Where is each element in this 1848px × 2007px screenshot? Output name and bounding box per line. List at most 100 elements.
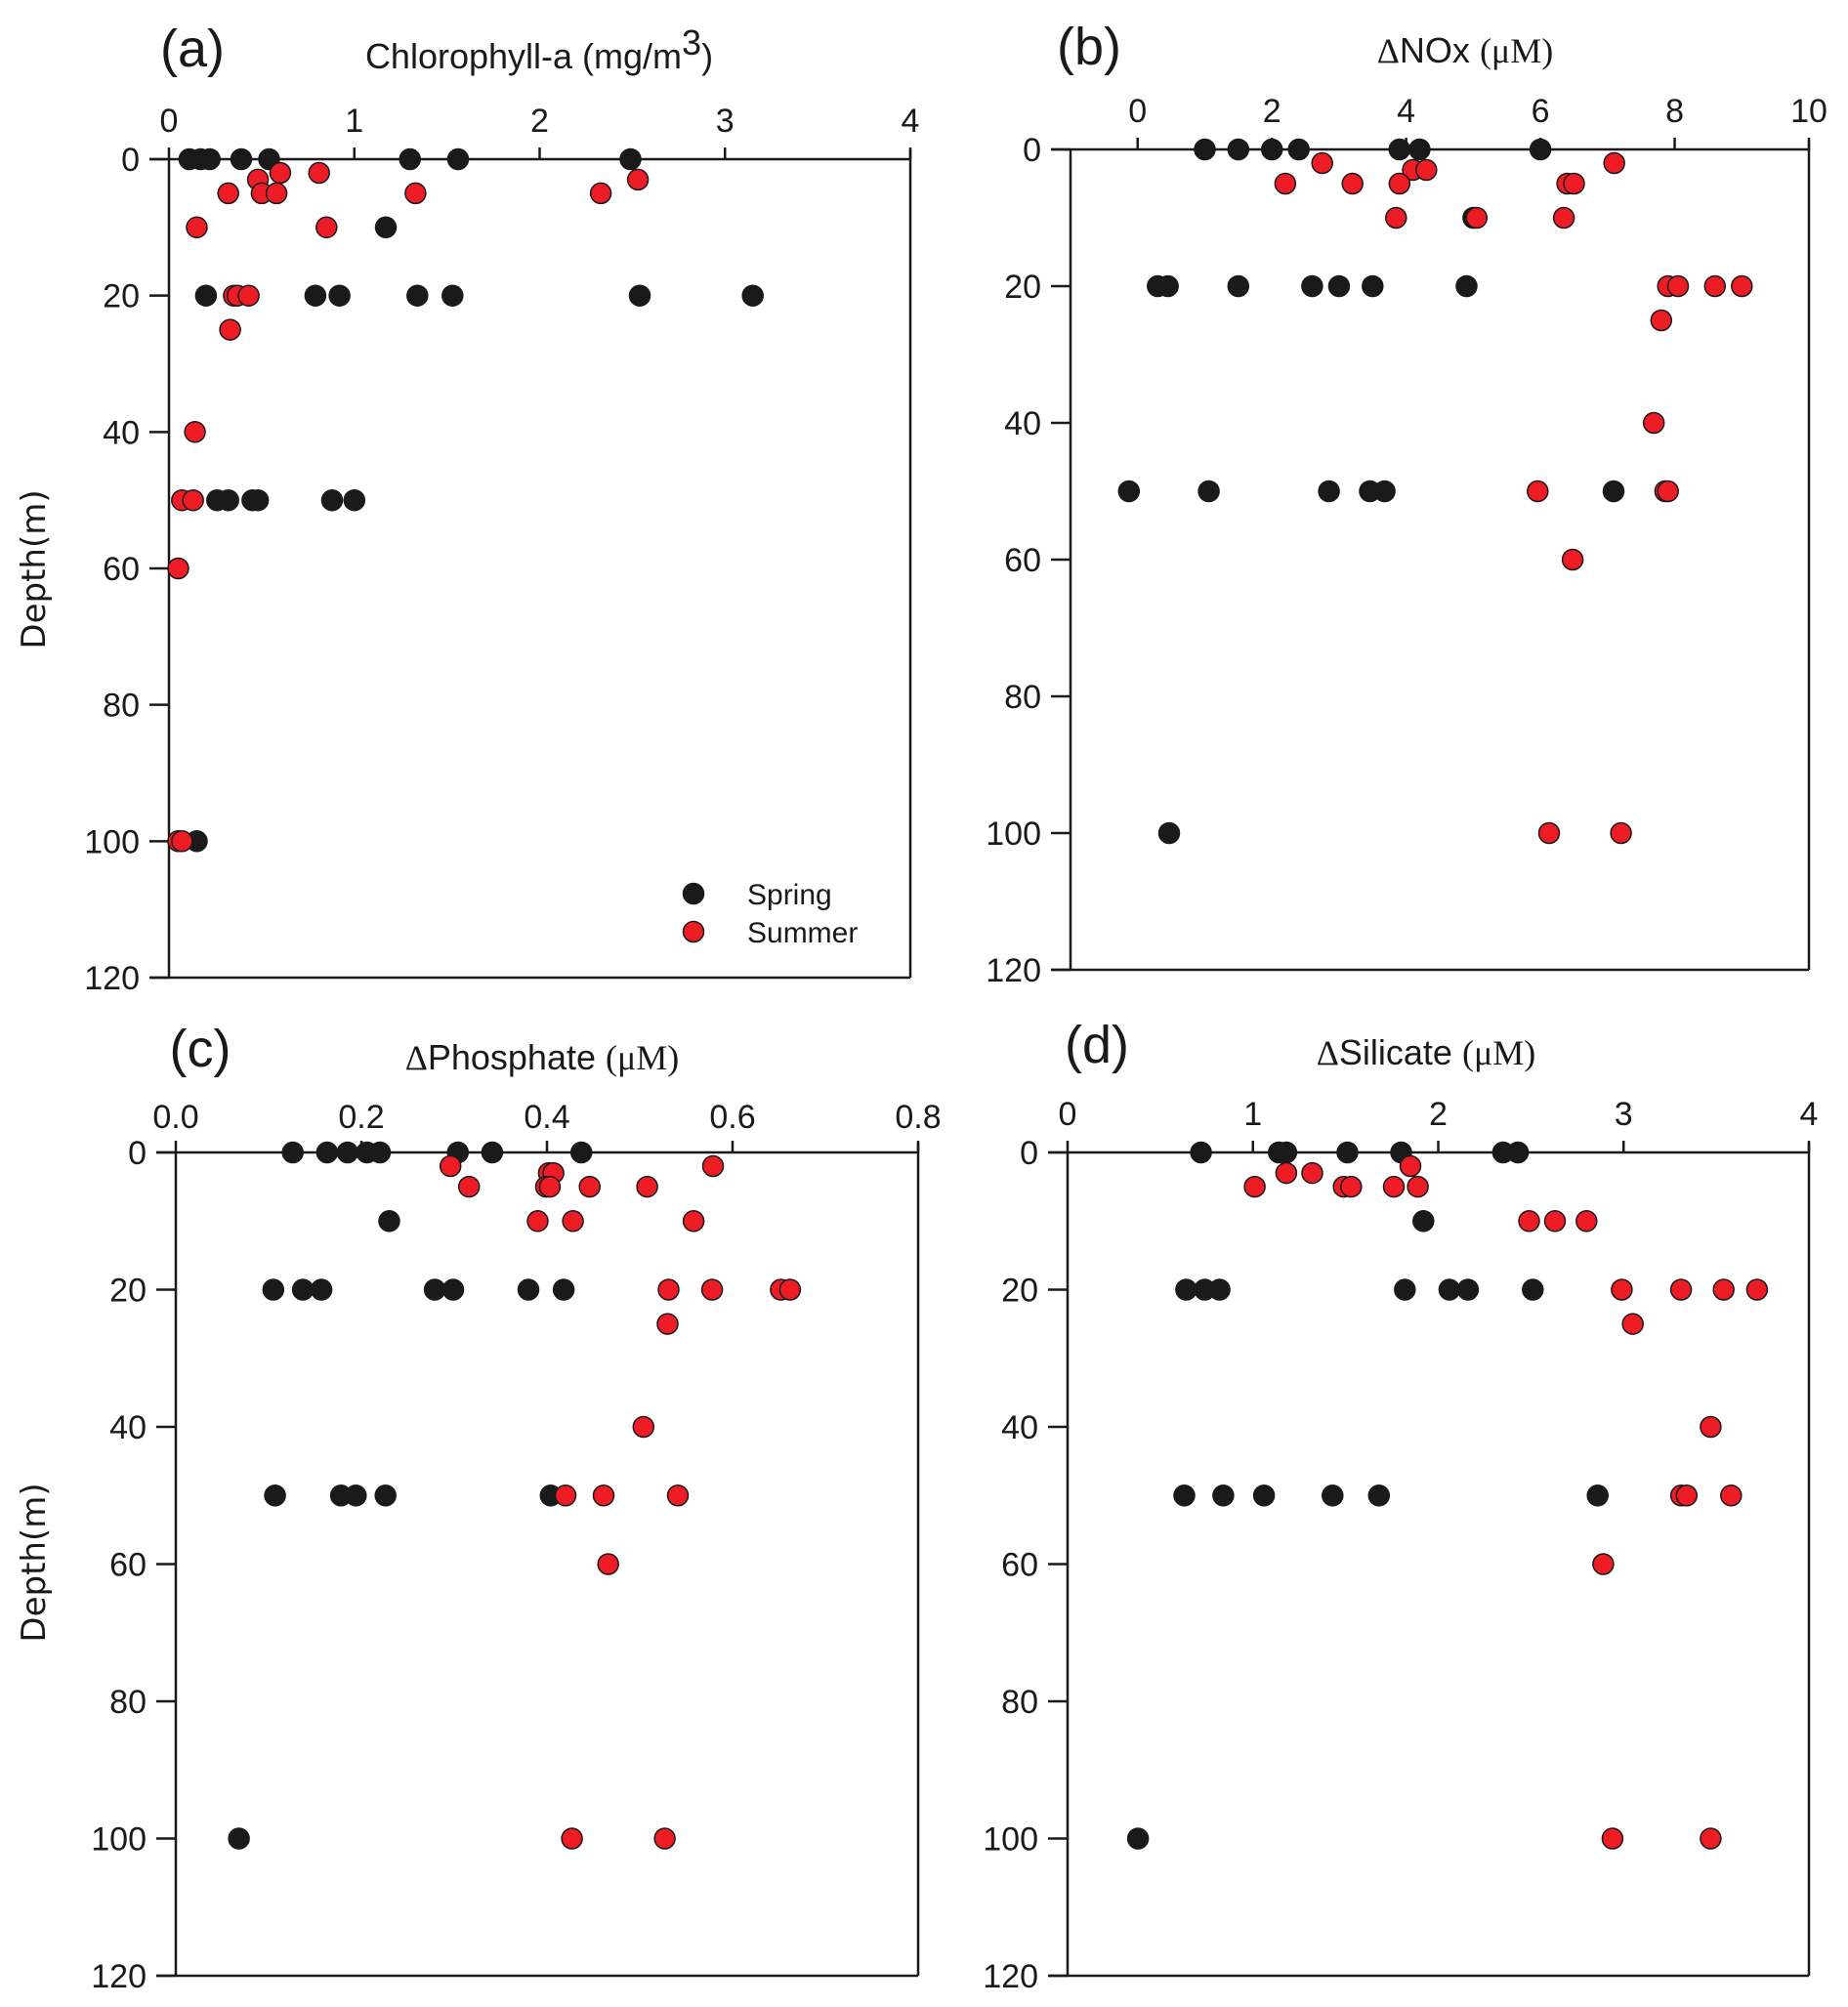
spring-point	[320, 488, 344, 512]
summer-point	[457, 1175, 481, 1198]
delta-symbol: Δ	[1377, 31, 1400, 70]
spring-point	[374, 1484, 397, 1507]
summer-point	[439, 1154, 462, 1178]
summer-point	[538, 1175, 562, 1198]
spring-point	[406, 284, 429, 307]
y-tick-label: 120	[84, 960, 140, 997]
summer-point	[1610, 821, 1632, 845]
summer-point	[1603, 151, 1625, 175]
axis-title: ΔSilicate (μM)	[1317, 1032, 1536, 1072]
summer-point	[184, 421, 206, 443]
series-spring	[1117, 138, 1625, 845]
spring-point	[264, 1484, 286, 1507]
summer-point	[1341, 172, 1364, 195]
spring-point	[569, 1141, 593, 1164]
spring-point	[446, 147, 470, 171]
y-tick-label: 20	[1001, 1273, 1038, 1310]
x-tick-label: 3	[716, 103, 735, 140]
y-tick-label: 60	[1001, 1547, 1038, 1584]
axis-title: ΔNOx (μM)	[1377, 30, 1553, 70]
spring-point	[262, 1278, 285, 1301]
spring-point	[1227, 138, 1250, 161]
spring-point	[1126, 1827, 1150, 1850]
spring-point	[1157, 821, 1181, 845]
legend-label-summer: Summer	[747, 917, 858, 949]
summer-point	[237, 284, 260, 307]
summer-point	[1561, 548, 1584, 571]
spring-point	[628, 284, 651, 307]
panel-label: (c)	[170, 1020, 231, 1078]
summer-point	[682, 1210, 705, 1233]
y-axis-label: Depth(m)	[15, 489, 54, 648]
x-tick-label: 0	[1128, 93, 1147, 130]
summer-point	[171, 830, 193, 853]
spring-point	[1194, 138, 1216, 161]
summer-point	[561, 1827, 583, 1850]
summer-point	[1399, 1154, 1422, 1178]
spring-point	[1156, 274, 1179, 298]
y-tick-label: 40	[103, 414, 140, 451]
panel-c: 0.0 0.2 0.4 0.6 0.8 0 20 40 60 80 100 120 (c) ΔPhosph…	[15, 1020, 942, 1995]
summer-point	[1700, 1827, 1722, 1850]
spring-point	[345, 1484, 367, 1507]
spring-point	[315, 1141, 339, 1164]
y-tick-label: 60	[109, 1547, 147, 1584]
y-axis-label: Depth(m)	[15, 1483, 54, 1642]
title-unit: (μM)	[606, 1038, 679, 1077]
title-text: NOx	[1400, 30, 1480, 70]
panel-label: (d)	[1065, 1016, 1129, 1074]
summer-point	[1669, 1278, 1693, 1301]
spring-point	[378, 1210, 400, 1233]
y-tick-label: 0	[1020, 1135, 1038, 1172]
y-tick-label: 100	[983, 1821, 1038, 1859]
summer-point	[315, 216, 338, 239]
summer-point	[656, 1313, 679, 1335]
spring-point	[1456, 1278, 1480, 1301]
spring-point	[1394, 1278, 1416, 1301]
y-tick-label: 60	[103, 551, 140, 588]
axis-title: ΔPhosphate (μM)	[405, 1037, 680, 1077]
spring-point	[481, 1141, 504, 1164]
y-tick-label: 20	[1004, 269, 1041, 306]
summer-point	[1642, 411, 1665, 435]
spring-point	[230, 147, 253, 171]
summer-point	[1745, 1278, 1769, 1301]
y-tick-label: 40	[1004, 405, 1041, 442]
spring-point	[343, 488, 366, 512]
summer-point	[562, 1210, 584, 1233]
spring-point	[228, 1827, 250, 1850]
spring-point	[1190, 1141, 1212, 1164]
summer-point	[1621, 1313, 1644, 1335]
spring-point	[1529, 138, 1552, 161]
x-tick-label: 0	[1059, 1096, 1077, 1133]
y-tick-label: 60	[1004, 542, 1041, 579]
y-tick-label: 120	[986, 952, 1041, 989]
summer-point	[1611, 1278, 1633, 1301]
legend: Spring Summer	[682, 879, 858, 949]
y-tick-label: 80	[1001, 1684, 1038, 1721]
spring-point	[1173, 1484, 1196, 1507]
summer-point	[1657, 480, 1679, 503]
summer-point	[1537, 821, 1561, 845]
summer-point	[1385, 206, 1407, 230]
spring-point	[741, 284, 764, 307]
x-tick-label: 3	[1615, 1096, 1633, 1133]
x-tick-label: 4	[902, 103, 920, 140]
y-tick-label: 80	[103, 688, 140, 725]
spring-point	[194, 284, 218, 307]
summer-point	[597, 1553, 619, 1575]
x-tick-label: 6	[1532, 93, 1550, 130]
summer-point	[526, 1210, 549, 1233]
summer-point	[626, 168, 650, 191]
spring-point	[423, 1278, 446, 1301]
x-tick-label: 0.8	[895, 1099, 941, 1136]
spring-point	[1438, 1278, 1461, 1301]
y-tick-label: 0	[1023, 132, 1041, 169]
summer-point	[1301, 1161, 1323, 1185]
series-spring	[178, 147, 764, 853]
spring-point	[246, 488, 270, 512]
series-spring	[228, 1141, 593, 1850]
